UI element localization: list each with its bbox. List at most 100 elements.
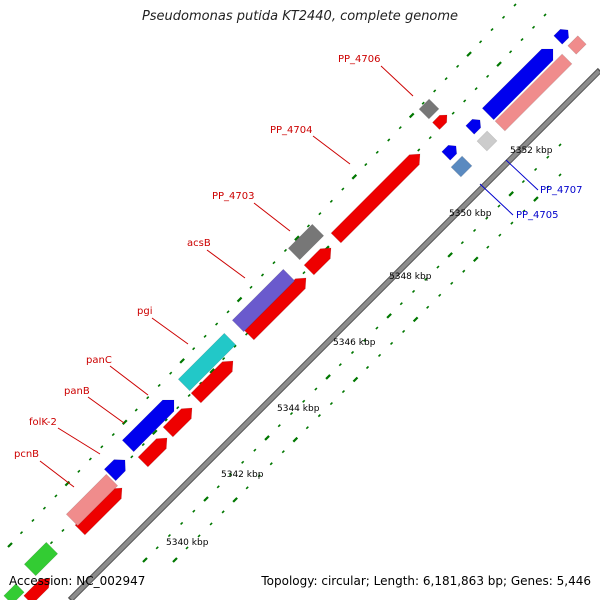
leader-line-6 [253, 202, 291, 232]
feature-top-blue [553, 28, 570, 45]
tick-mark-17 [203, 334, 207, 338]
gene-label-folK-2: folK-2 [29, 417, 57, 428]
tick-mark-0 [7, 542, 13, 548]
tick-mark-61 [222, 357, 226, 361]
feature-PP_4705-steel [450, 155, 473, 178]
tick-mark-26 [306, 224, 310, 228]
tick-mark-33 [387, 138, 391, 142]
tick-mark-138 [329, 402, 333, 406]
tick-mark-20 [236, 296, 243, 303]
tick-mark-136 [305, 426, 309, 430]
gene-features [3, 28, 587, 600]
gene-label-PP_4707: PP_4707 [540, 185, 583, 196]
gene-label-PP_4704: PP_4704 [270, 125, 313, 136]
tick-mark-63 [245, 332, 249, 336]
tick-mark-23 [272, 261, 276, 265]
tick-mark-83 [474, 87, 478, 91]
tick-mark-143 [389, 341, 394, 346]
tick-mark-112 [411, 289, 416, 294]
scale-label-5350: 5350 kbp [449, 209, 492, 219]
tick-mark-36 [421, 101, 425, 105]
tick-mark-37 [433, 89, 437, 93]
tick-mark-104 [314, 387, 318, 391]
tick-mark-82 [463, 99, 467, 103]
tick-mark-53 [130, 455, 134, 459]
feature-folK-2 [103, 459, 126, 482]
tick-mark-90 [142, 557, 148, 563]
tick-mark-5 [64, 480, 71, 487]
tick-mark-12 [146, 396, 150, 400]
tick-mark-123 [546, 155, 550, 159]
tick-mark-24 [283, 248, 288, 253]
tick-mark-29 [341, 187, 345, 191]
leader-line-0 [39, 460, 75, 488]
tick-mark-92 [167, 534, 171, 538]
genome-backbone [67, 67, 600, 600]
tick-mark-43 [501, 15, 506, 19]
tick-mark-118 [485, 216, 489, 220]
tick-mark-151 [486, 245, 490, 249]
tick-mark-2 [31, 518, 35, 523]
scale-label-5348: 5348 kbp [389, 272, 432, 282]
tick-mark-7 [88, 457, 92, 461]
tick-mark-153 [510, 221, 514, 225]
leader-line-9 [505, 159, 539, 191]
scale-label-5342: 5342 kbp [221, 470, 264, 480]
tick-mark-62 [233, 344, 237, 348]
tick-mark-130 [232, 497, 238, 503]
tick-mark-106 [338, 363, 342, 367]
tick-mark-97 [228, 472, 233, 477]
tick-mark-127 [197, 534, 201, 538]
feature-top-pink [567, 35, 587, 55]
tick-mark-157 [558, 173, 562, 177]
tick-mark-94 [192, 509, 196, 513]
tick-mark-11 [134, 408, 138, 412]
tick-mark-119 [497, 204, 501, 208]
tick-mark-13 [157, 383, 161, 388]
tick-mark-128 [209, 522, 213, 526]
tick-mark-99 [253, 448, 257, 452]
scale-label-5344: 5344 kbp [277, 404, 320, 414]
feature-PP_4707-blue [481, 48, 554, 121]
tick-mark-47 [61, 528, 65, 533]
tick-mark-135 [292, 436, 299, 443]
feature-PP_4705-gray [476, 130, 498, 152]
tick-mark-100 [264, 435, 270, 441]
tick-mark-120 [508, 191, 514, 197]
tick-mark-46 [49, 541, 54, 545]
gene-label-PP_4703: PP_4703 [212, 191, 255, 202]
tick-mark-31 [364, 162, 368, 167]
tick-mark-22 [260, 273, 265, 277]
tick-mark-10 [121, 419, 128, 426]
tick-mark-129 [221, 510, 225, 514]
tick-mark-39 [456, 64, 460, 68]
tick-mark-4 [54, 494, 58, 498]
tick-mark-28 [329, 199, 333, 203]
tick-mark-18 [215, 322, 219, 326]
feature-green-start [23, 541, 59, 577]
tick-mark-140 [352, 376, 359, 383]
tick-mark-98 [241, 460, 245, 464]
tick-mark-54 [141, 442, 145, 447]
tick-mark-101 [277, 424, 281, 428]
tick-mark-25 [294, 235, 300, 241]
scale-label-5346: 5346 kbp [333, 338, 376, 348]
tick-mark-102 [289, 411, 294, 416]
tick-mark-150 [473, 256, 479, 262]
feature-PP_4705-blue-b [441, 144, 458, 161]
scale-label-5340: 5340 kbp [166, 538, 209, 548]
tick-mark-110 [386, 313, 392, 319]
tick-mark-148 [450, 281, 454, 285]
tick-mark-41 [479, 40, 483, 44]
tick-mark-141 [365, 365, 370, 370]
tick-mark-6 [77, 469, 81, 473]
tick-mark-117 [472, 228, 477, 233]
feature-acsB [231, 268, 296, 333]
topology-text: Topology: circular; Length: 6,181,863 bp… [261, 574, 591, 588]
map-title: Pseudomonas putida KT2440, complete geno… [141, 9, 459, 24]
tick-mark-1 [19, 531, 24, 535]
tick-mark-105 [325, 374, 331, 380]
tick-mark-58 [187, 393, 191, 398]
label-leader-lines [39, 65, 539, 488]
